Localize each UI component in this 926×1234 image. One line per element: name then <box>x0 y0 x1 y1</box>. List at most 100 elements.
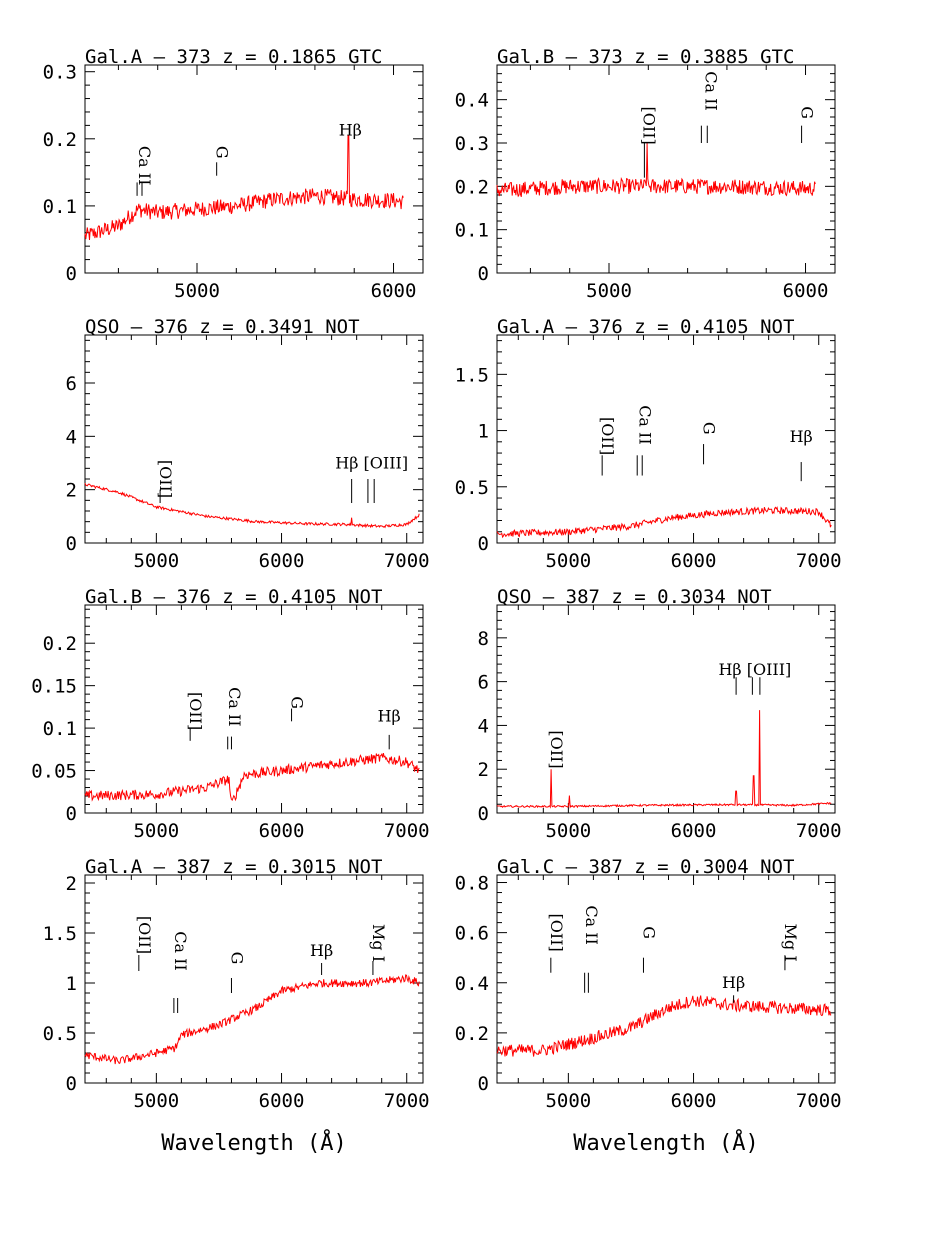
x-tick-label: 5000 <box>545 1090 591 1112</box>
x-axis-label: Wavelength (Å) <box>161 1129 346 1156</box>
x-tick-label: 6000 <box>259 1090 305 1112</box>
line-label: Hβ <box>378 706 401 725</box>
y-tick-label: 0.3 <box>43 62 77 84</box>
y-tick-label: 0 <box>478 263 489 285</box>
spectrum-line <box>496 710 832 809</box>
x-tick-label: 5000 <box>133 550 179 572</box>
x-tick-label: 6000 <box>671 550 717 572</box>
spectrum-line <box>84 752 420 802</box>
x-tick-label: 6000 <box>371 280 417 302</box>
line-label: [OII] <box>547 730 566 768</box>
y-tick-label: 4 <box>66 426 77 448</box>
spectrum-panel-7: Gal.A – 387 z = 0.3015 NOT 5000 6000 7000 0 0… <box>43 856 430 1112</box>
line-label: Hβ <box>310 941 333 960</box>
x-tick-label: 6000 <box>259 820 305 842</box>
spectrum-panel-5: Gal.B – 376 z = 0.4105 NOT 5000 6000 7000 0 0… <box>31 586 429 842</box>
y-tick-label: 0.1 <box>455 220 489 242</box>
line-label: G <box>227 952 246 965</box>
panel-title: QSO – 376 z = 0.3491 NOT <box>85 316 360 338</box>
x-tick-label: 5000 <box>174 280 220 302</box>
line-label: Hβ <box>722 973 745 992</box>
plot-frame <box>496 874 836 1084</box>
line-label: Mg I <box>369 924 388 962</box>
x-tick-label: 5000 <box>586 280 632 302</box>
x-tick-label: 6000 <box>671 820 717 842</box>
spectrum-line <box>496 506 832 539</box>
y-tick-label: 0 <box>478 803 489 825</box>
y-tick-label: 0 <box>66 1073 77 1095</box>
spectrum-line <box>84 135 404 241</box>
line-label: Ca II <box>225 687 244 727</box>
y-tick-label: 0.1 <box>43 196 77 218</box>
y-tick-label: 0.5 <box>43 1023 77 1045</box>
y-tick-label: 0 <box>478 533 489 555</box>
panel-title: Gal.A – 387 z = 0.3015 NOT <box>85 856 382 878</box>
spectrum-panel-6: QSO – 387 z = 0.3034 NOT 5000 6000 7000 0 2 4 6… <box>478 586 842 842</box>
line-label: G <box>639 926 658 939</box>
spectrum-line <box>496 995 832 1057</box>
line-label: [OII] <box>639 107 658 145</box>
line-label: [OII] <box>156 460 175 498</box>
line-label: [OII] <box>547 914 566 952</box>
plot-frame <box>84 874 424 1084</box>
y-tick-label: 6 <box>478 672 489 694</box>
line-label: [OII] <box>135 916 154 954</box>
y-tick-label: 0 <box>66 533 77 555</box>
y-tick-label: 0.05 <box>31 761 77 783</box>
plot-frame <box>84 64 424 274</box>
line-label: Hβ [OIII] <box>335 453 408 472</box>
line-label: [OII] <box>186 692 205 730</box>
x-tick-label: 7000 <box>384 820 430 842</box>
y-tick-label: 0.4 <box>455 90 489 112</box>
y-tick-label: 0.2 <box>455 176 489 198</box>
plot-frame <box>496 334 836 544</box>
y-tick-label: 0.3 <box>455 133 489 155</box>
x-tick-label: 6000 <box>783 280 829 302</box>
y-tick-label: 0.5 <box>455 477 489 499</box>
line-label: G <box>213 146 232 159</box>
y-tick-label: 2 <box>478 759 489 781</box>
x-tick-label: 7000 <box>384 1090 430 1112</box>
y-tick-label: 0.6 <box>455 923 489 945</box>
line-label: Ca II <box>171 931 190 971</box>
spectrum-panel-1: Gal.A – 373 z = 0.1865 GTC 5000 6000 0 0.1 0.… <box>43 46 424 302</box>
line-label: G <box>798 106 817 119</box>
y-tick-label: 1 <box>66 973 77 995</box>
line-label: G <box>288 696 307 709</box>
spectrum-panel-4: Gal.A – 376 z = 0.4105 NOT 5000 6000 7000 0 0… <box>455 316 842 572</box>
line-label: Hβ <box>339 120 362 139</box>
panel-title: Gal.B – 376 z = 0.4105 NOT <box>85 586 382 608</box>
panel-title: QSO – 387 z = 0.3034 NOT <box>497 586 772 608</box>
line-label: Hβ <box>790 427 813 446</box>
line-label: [OII] <box>598 417 617 455</box>
spectrum-line <box>84 482 420 529</box>
y-tick-label: 1 <box>478 421 489 443</box>
y-tick-label: 4 <box>478 715 489 737</box>
x-tick-label: 5000 <box>545 820 591 842</box>
spectrum-panel-3: QSO – 376 z = 0.3491 NOT 5000 6000 7000 0 2 4 6… <box>66 316 430 572</box>
x-tick-label: 7000 <box>796 550 842 572</box>
line-label: Ca II <box>582 905 601 945</box>
y-tick-label: 0.4 <box>455 973 489 995</box>
panel-title: Gal.A – 376 z = 0.4105 NOT <box>497 316 794 338</box>
y-tick-label: 0 <box>66 263 77 285</box>
x-tick-label: 5000 <box>545 550 591 572</box>
x-tick-label: 5000 <box>133 820 179 842</box>
y-tick-label: 2 <box>66 480 77 502</box>
x-tick-label: 6000 <box>259 550 305 572</box>
y-tick-label: 1.5 <box>455 364 489 386</box>
line-label: Hβ [OIII] <box>718 660 791 679</box>
x-tick-label: 7000 <box>796 1090 842 1112</box>
line-label: Ca II <box>135 146 154 186</box>
spectrum-panel-8: Gal.C – 387 z = 0.3004 NOT 5000 6000 7000 0 0… <box>455 856 842 1112</box>
panel-title: Gal.C – 387 z = 0.3004 NOT <box>497 856 794 878</box>
line-label: Mg I <box>781 924 800 962</box>
panel-title: Gal.A – 373 z = 0.1865 GTC <box>85 46 382 68</box>
panel-title: Gal.B – 373 z = 0.3885 GTC <box>497 46 794 68</box>
y-tick-label: 0.2 <box>455 1023 489 1045</box>
plot-frame <box>496 604 836 814</box>
y-tick-label: 0 <box>478 1073 489 1095</box>
y-tick-label: 0.2 <box>43 129 77 151</box>
y-tick-label: 8 <box>478 628 489 650</box>
